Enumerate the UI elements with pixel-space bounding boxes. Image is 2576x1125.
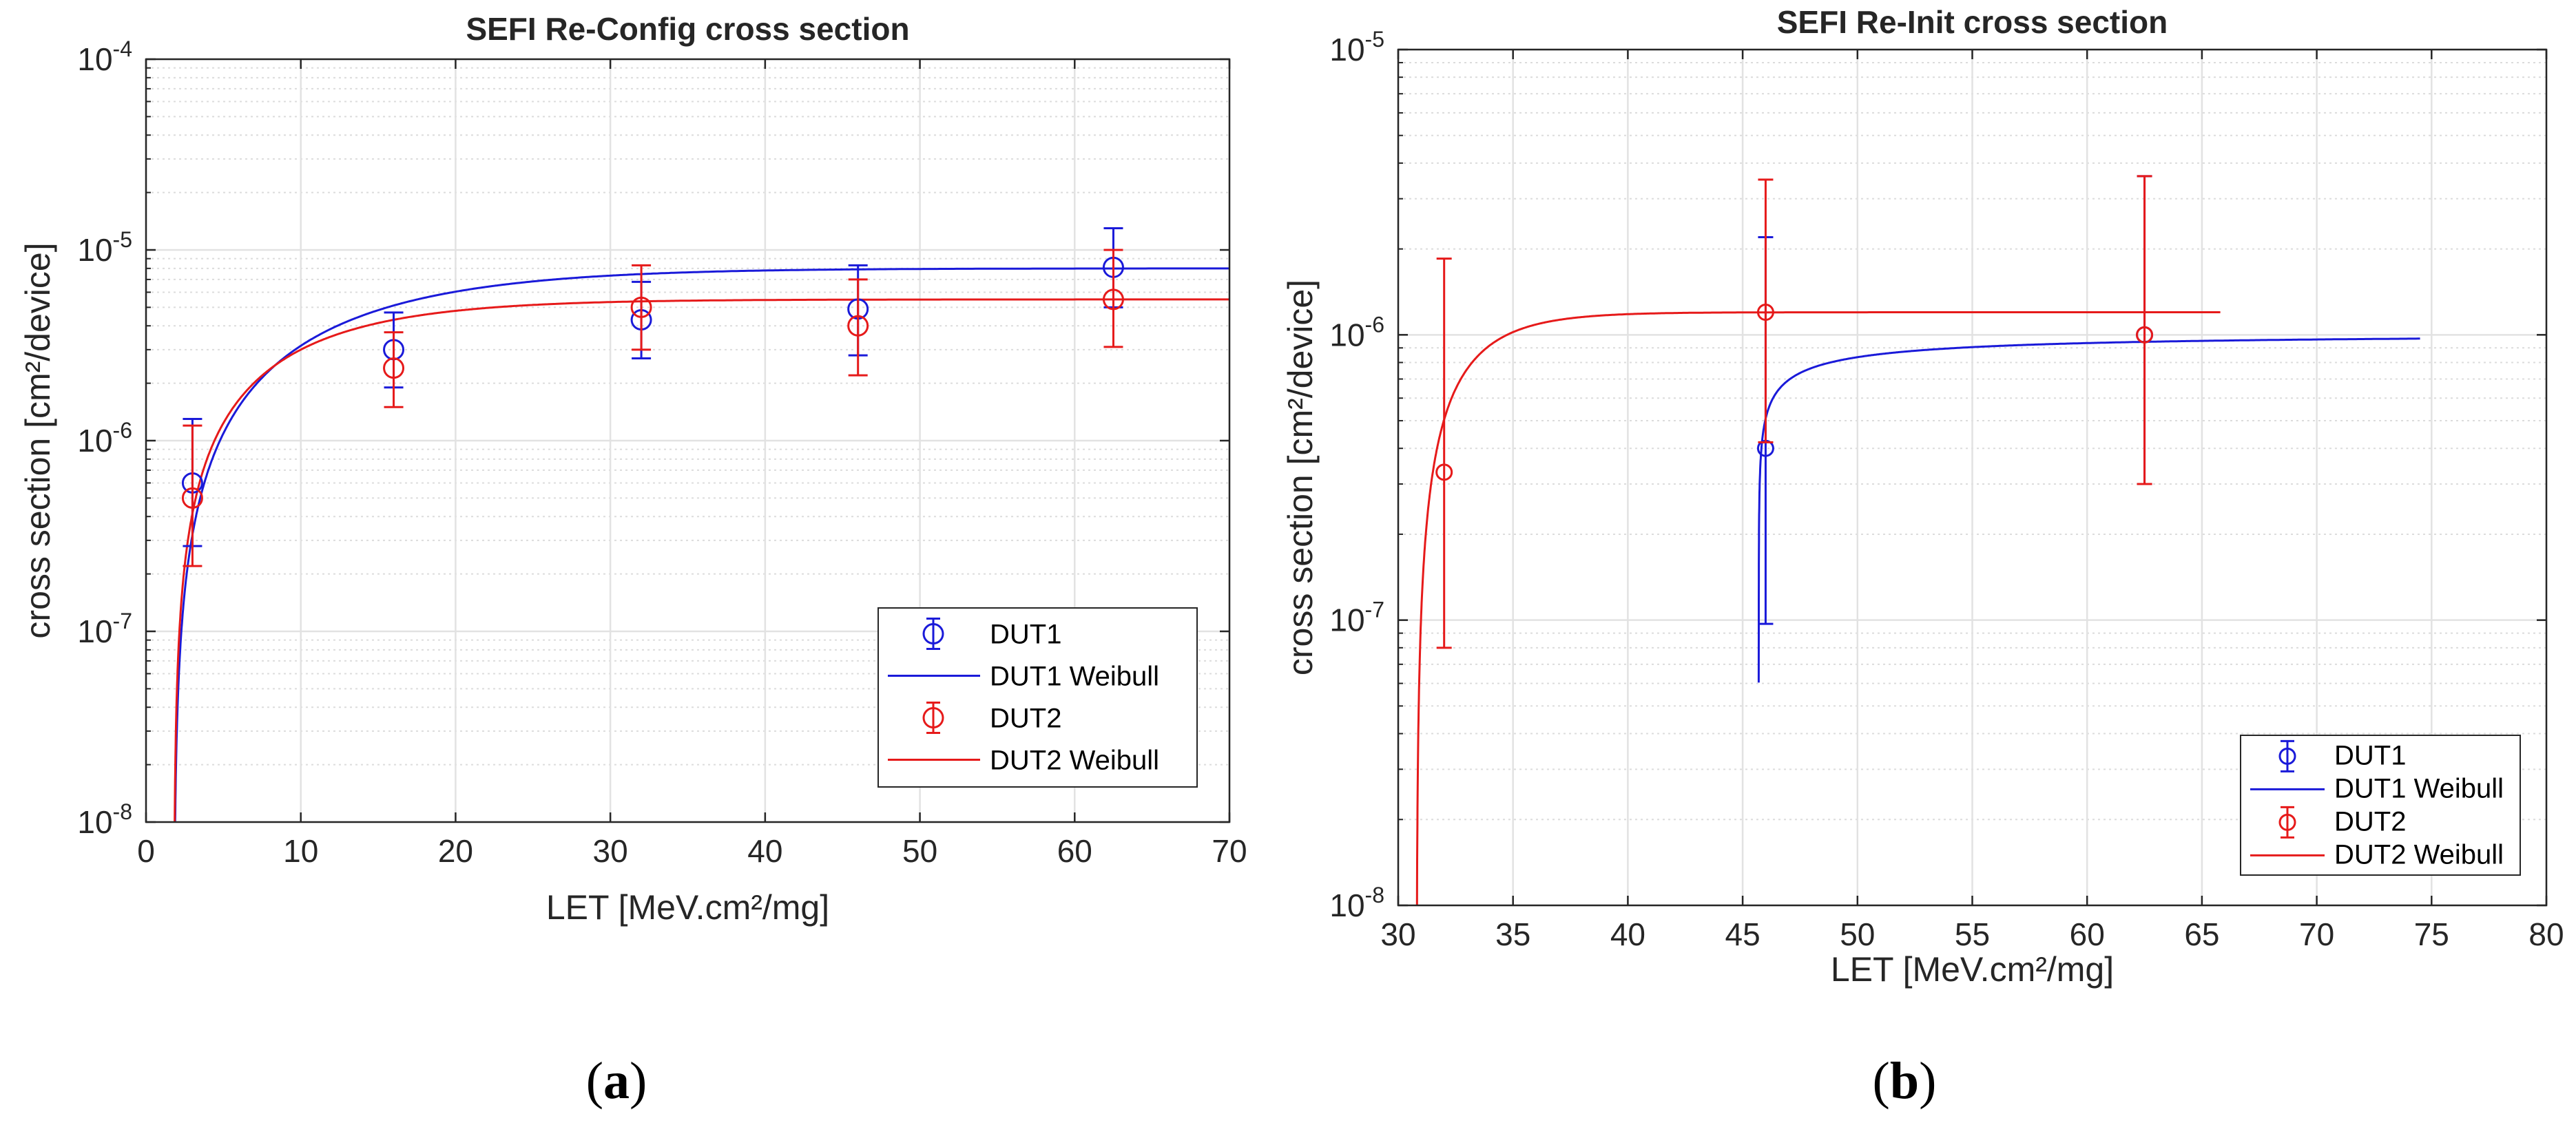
data-marker bbox=[1756, 304, 1774, 322]
data-marker bbox=[1102, 288, 1124, 311]
x-tick-label: 60 bbox=[1057, 833, 1092, 869]
legend-marker-symbol bbox=[2278, 813, 2296, 831]
y-tick-label: 10-7 bbox=[77, 609, 132, 649]
x-axis-label: LET [MeV.cm²/mg] bbox=[1831, 950, 2114, 989]
x-tick-label: 65 bbox=[2184, 916, 2219, 952]
panel-label-b: (b) bbox=[1873, 1052, 1937, 1110]
data-marker bbox=[847, 315, 869, 337]
legend-item-dut2-weibull: DUT2 Weibull bbox=[2250, 839, 2504, 870]
x-tick-label: 80 bbox=[2528, 916, 2564, 952]
y-tick-label: 10-5 bbox=[77, 227, 132, 268]
y-tick-label: 10-6 bbox=[1329, 312, 1384, 353]
x-tick-label: 70 bbox=[1212, 833, 1247, 869]
fit-line-dut1-weibull bbox=[1757, 337, 2420, 683]
x-tick-label: 50 bbox=[1840, 916, 1875, 952]
y-tick-label: 10-8 bbox=[77, 799, 132, 840]
y-tick-label: 10-8 bbox=[1329, 883, 1384, 923]
x-tick-label: 60 bbox=[2070, 916, 2105, 952]
x-tick-label: 45 bbox=[1725, 916, 1760, 952]
data-point-dut2 bbox=[630, 264, 652, 351]
data-point-dut2 bbox=[181, 424, 203, 567]
x-tick-label: 35 bbox=[1495, 916, 1530, 952]
data-marker bbox=[383, 357, 405, 379]
chart-a: 0 10 20 30 40 50 60 70 10-8 10-7 10-6 10-5 10-4 SEFI … bbox=[19, 11, 1247, 927]
data-point-dut2 bbox=[2136, 175, 2154, 485]
fit-line-dut2-weibull bbox=[1415, 311, 2221, 905]
data-marker bbox=[630, 296, 652, 318]
legend-item-dut1-weibull: DUT1 Weibull bbox=[2250, 773, 2504, 803]
x-tick-label: 20 bbox=[438, 833, 473, 869]
series-layer bbox=[1415, 175, 2420, 905]
legend-label: DUT1 Weibull bbox=[2334, 773, 2504, 803]
x-axis-label: LET [MeV.cm²/mg] bbox=[546, 888, 829, 927]
fit-line-dut1-weibull bbox=[174, 267, 1229, 822]
legend-marker-symbol bbox=[922, 623, 944, 645]
x-tick-label: 40 bbox=[747, 833, 782, 869]
legend-label: DUT2 Weibull bbox=[990, 746, 1159, 776]
data-point-dut2 bbox=[1435, 257, 1453, 649]
x-tick-label: 30 bbox=[1380, 916, 1415, 952]
y-axis-label: cross section [cm²/device] bbox=[1281, 280, 1320, 675]
panel-label-a: (a) bbox=[586, 1052, 647, 1110]
x-tick-label: 30 bbox=[593, 833, 628, 869]
y-tick-label: 10-5 bbox=[1329, 27, 1384, 67]
x-tick-label: 0 bbox=[137, 833, 155, 869]
legend-item-dut2-weibull: DUT2 Weibull bbox=[888, 746, 1159, 776]
x-tick-label: 55 bbox=[1955, 916, 1990, 952]
chart-title: SEFI Re-Init cross section bbox=[1777, 4, 2168, 40]
legend-item-dut1-weibull: DUT1 Weibull bbox=[888, 662, 1159, 692]
legend-item-dut1: DUT1 bbox=[2278, 739, 2406, 772]
legend-item-dut2: DUT2 bbox=[922, 702, 1061, 735]
data-point-dut2 bbox=[1102, 249, 1124, 348]
data-marker bbox=[181, 487, 203, 509]
chart-title: SEFI Re-Config cross section bbox=[466, 11, 909, 47]
x-tick-label: 50 bbox=[902, 833, 937, 869]
legend-label: DUT1 Weibull bbox=[990, 662, 1159, 692]
legend-label: DUT2 bbox=[2334, 806, 2406, 837]
data-point-dut2 bbox=[383, 331, 405, 408]
y-tick-label: 10-6 bbox=[77, 418, 132, 459]
legend-label: DUT1 bbox=[990, 620, 1061, 650]
y-tick-label: 10-4 bbox=[77, 36, 132, 77]
legend-label: DUT2 Weibull bbox=[2334, 839, 2504, 870]
fit-line-dut2-weibull bbox=[174, 298, 1229, 822]
legend-box bbox=[877, 607, 1198, 788]
data-point-dut2 bbox=[1756, 178, 1774, 443]
chart-b: 30 35 40 45 50 55 60 65 70 75 80 10-8 10-7 10-6 10-5 SE… bbox=[1281, 4, 2564, 989]
x-tick-label: 10 bbox=[283, 833, 318, 869]
legend-marker-symbol bbox=[2278, 747, 2296, 765]
legend-label: DUT1 bbox=[2334, 740, 2406, 770]
data-point-dut2 bbox=[847, 278, 869, 377]
y-axis-label: cross section [cm²/device] bbox=[19, 242, 57, 638]
data-marker bbox=[2136, 326, 2154, 344]
data-marker bbox=[1435, 463, 1453, 481]
x-tick-label: 70 bbox=[2299, 916, 2334, 952]
series-layer bbox=[174, 227, 1229, 822]
legend-label: DUT2 bbox=[990, 704, 1061, 734]
legend-marker-symbol bbox=[922, 707, 944, 729]
y-tick-label: 10-7 bbox=[1329, 598, 1384, 638]
x-tick-label: 75 bbox=[2414, 916, 2449, 952]
legend-item-dut1: DUT1 bbox=[922, 618, 1061, 651]
legend-item-dut2: DUT2 bbox=[2278, 806, 2406, 839]
legend: DUT1 DUT1 Weibull DUT2 DUT2 Weibull bbox=[877, 607, 1198, 788]
x-tick-label: 40 bbox=[1610, 916, 1645, 952]
